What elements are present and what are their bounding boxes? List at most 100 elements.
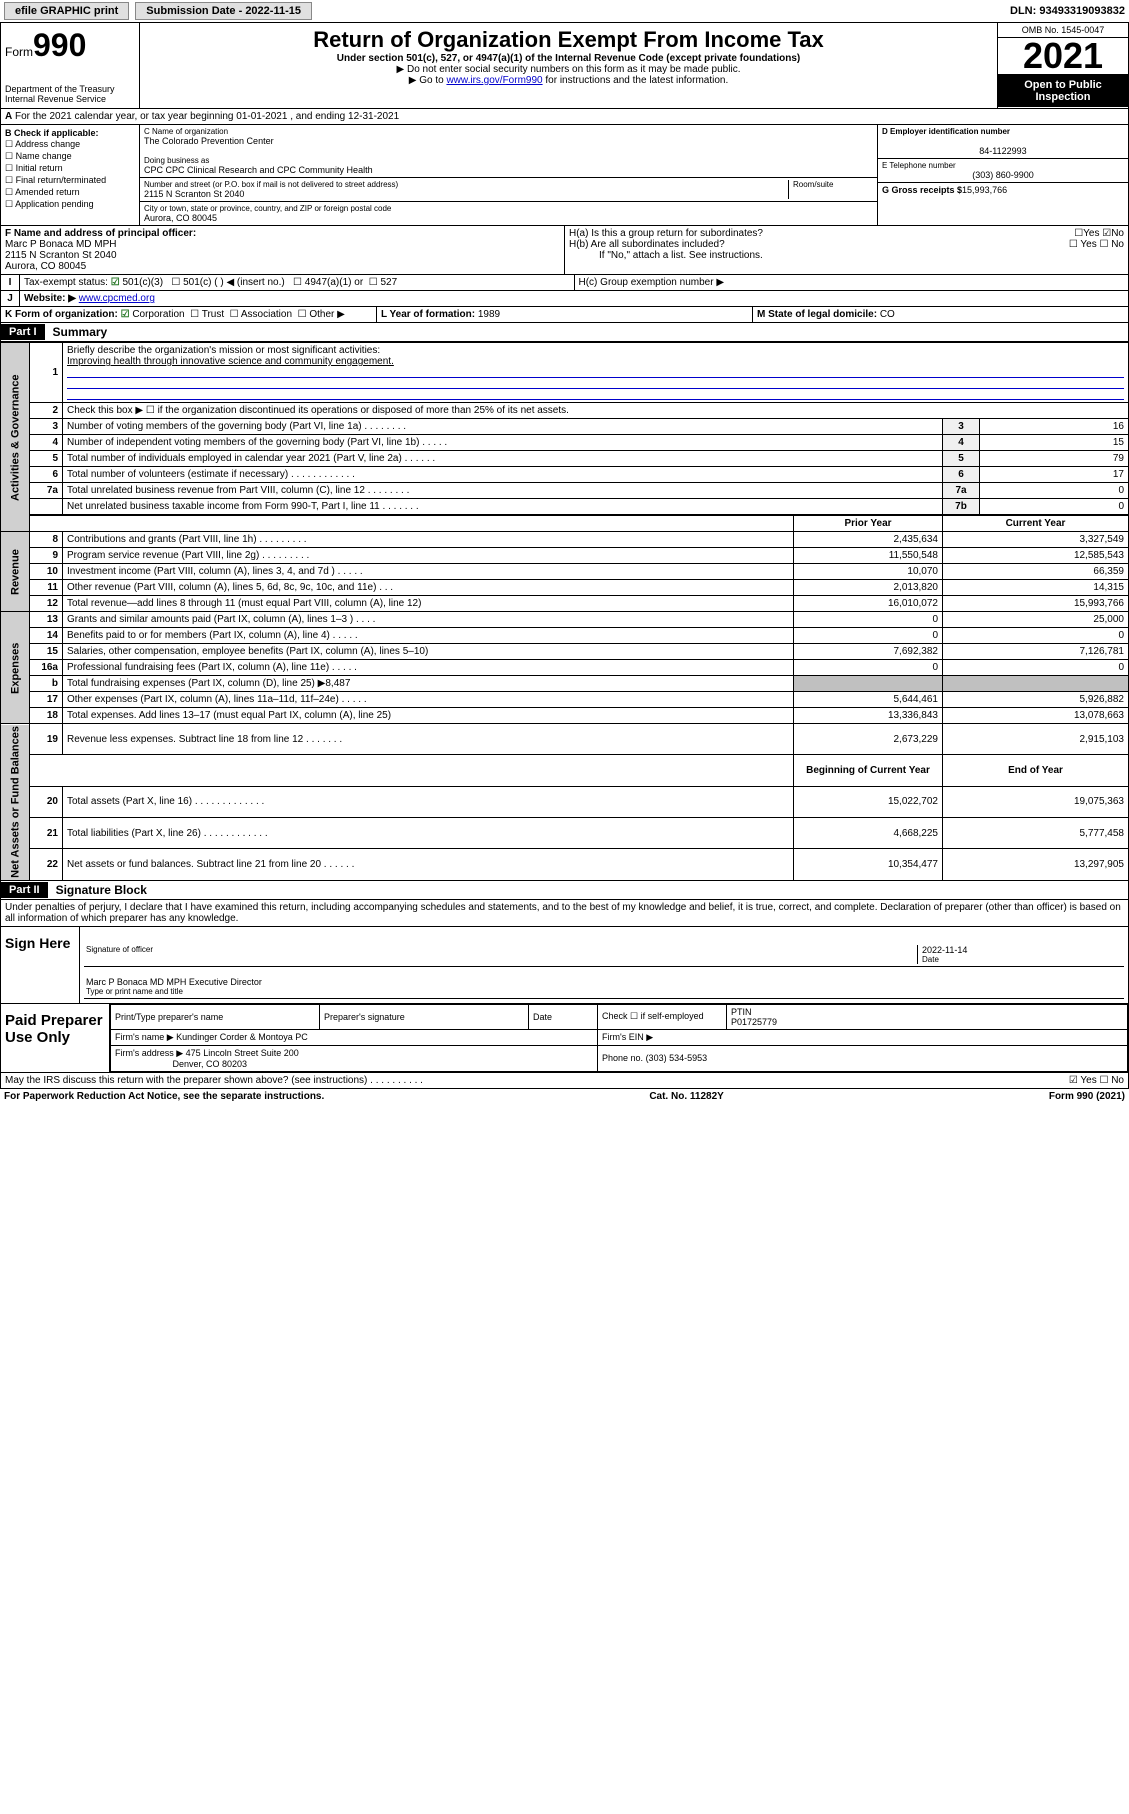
irs-label: Internal Revenue Service bbox=[5, 94, 135, 104]
sign-block: Sign Here Signature of officer 2022-11-1… bbox=[0, 927, 1129, 1004]
check-address[interactable]: ☐ Address change bbox=[5, 139, 135, 150]
header-right: OMB No. 1545-0047 2021 Open to Public In… bbox=[997, 23, 1128, 108]
dept-label: Department of the Treasury bbox=[5, 84, 135, 94]
m-val: CO bbox=[880, 309, 895, 320]
hdr-prior: Prior Year bbox=[794, 515, 943, 532]
note-1: ▶ Do not enter social security numbers o… bbox=[144, 64, 993, 75]
form-subtitle: Under section 501(c), 527, or 4947(a)(1)… bbox=[144, 53, 993, 64]
page-footer: For Paperwork Reduction Act Notice, see … bbox=[0, 1089, 1129, 1104]
row-fh: F Name and address of principal officer:… bbox=[0, 226, 1129, 275]
form-prefix: Form bbox=[5, 45, 33, 59]
phone-label: Phone no. bbox=[602, 1053, 643, 1063]
summary-row: 11Other revenue (Part VIII, column (A), … bbox=[1, 580, 1129, 596]
addr-label: Number and street (or P.O. box if mail i… bbox=[144, 180, 788, 189]
discuss-ans[interactable]: ☑ Yes ☐ No bbox=[1069, 1075, 1124, 1086]
entity-info: B Check if applicable: ☐ Address change … bbox=[0, 125, 1129, 226]
tab-netassets: Net Assets or Fund Balances bbox=[1, 724, 30, 881]
k-label: K Form of organization: bbox=[5, 309, 118, 320]
col-b: B Check if applicable: ☐ Address change … bbox=[1, 125, 140, 225]
dba-label: Doing business as bbox=[144, 156, 873, 165]
hdr-current: Current Year bbox=[943, 515, 1129, 532]
hb-answer[interactable]: ☐ Yes ☐ No bbox=[1069, 239, 1124, 250]
k-other: Other ▶ bbox=[309, 309, 344, 320]
gross: 15,993,766 bbox=[962, 185, 1007, 195]
tab-governance: Activities & Governance bbox=[1, 343, 30, 532]
summary-row: 20Total assets (Part X, line 16) . . . .… bbox=[1, 786, 1129, 817]
check-name[interactable]: ☐ Name change bbox=[5, 151, 135, 162]
check-pending[interactable]: ☐ Application pending bbox=[5, 199, 135, 210]
footer-left: For Paperwork Reduction Act Notice, see … bbox=[4, 1091, 324, 1102]
l-val: 1989 bbox=[478, 309, 500, 320]
footer-right: Form 990 (2021) bbox=[1049, 1091, 1125, 1102]
preparer-block: Paid Preparer Use Only Print/Type prepar… bbox=[0, 1004, 1129, 1073]
row-i: I Tax-exempt status: ☑ 501(c)(3) ☐ 501(c… bbox=[0, 275, 1129, 291]
firm-name: Kundinger Corder & Montoya PC bbox=[176, 1032, 308, 1042]
tax-status-label: Tax-exempt status: bbox=[24, 277, 108, 288]
firm-addr2: Denver, CO 80203 bbox=[173, 1059, 248, 1069]
check-final[interactable]: ☐ Final return/terminated bbox=[5, 175, 135, 186]
header-left: Form990 Department of the Treasury Inter… bbox=[1, 23, 140, 108]
ein-label: D Employer identification number bbox=[882, 127, 1124, 136]
tel: (303) 860-9900 bbox=[882, 170, 1124, 180]
irs-link[interactable]: www.irs.gov/Form990 bbox=[446, 75, 542, 86]
sig-date: 2022-11-14 bbox=[922, 945, 1122, 955]
col-c: C Name of organization The Colorado Prev… bbox=[140, 125, 878, 225]
tab-revenue: Revenue bbox=[1, 532, 30, 612]
note-2-pre: ▶ Go to bbox=[409, 75, 447, 86]
hb-label: H(b) Are all subordinates included? bbox=[569, 239, 1069, 250]
tel-label: E Telephone number bbox=[882, 161, 1124, 170]
org-name: The Colorado Prevention Center bbox=[144, 136, 873, 146]
check-amended[interactable]: ☐ Amended return bbox=[5, 187, 135, 198]
date-label: Date bbox=[922, 955, 1122, 964]
website-label: Website: ▶ bbox=[24, 293, 76, 304]
hb-note: If "No," attach a list. See instructions… bbox=[569, 250, 1124, 261]
part2-title: Signature Block bbox=[48, 881, 155, 899]
prep-c3: Date bbox=[529, 1004, 598, 1029]
summary-row: 22Net assets or fund balances. Subtract … bbox=[1, 849, 1129, 880]
summary-row: 3Number of voting members of the governi… bbox=[1, 419, 1129, 435]
prep-c2: Preparer's signature bbox=[320, 1004, 529, 1029]
col-d: D Employer identification number 84-1122… bbox=[878, 125, 1128, 225]
q1-ans: Improving health through innovative scie… bbox=[67, 356, 394, 367]
firm-addr: 475 Lincoln Street Suite 200 bbox=[186, 1048, 299, 1058]
discuss-q: May the IRS discuss this return with the… bbox=[5, 1075, 1069, 1086]
opt-501c: 501(c) ( ) ◀ (insert no.) bbox=[183, 277, 285, 288]
city-label: City or town, state or province, country… bbox=[144, 204, 873, 213]
summary-row: 18Total expenses. Add lines 13–17 (must … bbox=[1, 708, 1129, 724]
form-number: 990 bbox=[33, 27, 86, 63]
row-a-text: For the 2021 calendar year, or tax year … bbox=[15, 111, 399, 122]
firm-label: Firm's name ▶ bbox=[115, 1032, 174, 1042]
sign-here: Sign Here bbox=[1, 927, 80, 1003]
row-j: J Website: ▶ www.cpcmed.org bbox=[0, 291, 1129, 307]
efile-button[interactable]: efile GRAPHIC print bbox=[4, 2, 129, 20]
summary-row: 12Total revenue—add lines 8 through 11 (… bbox=[1, 596, 1129, 612]
room-label: Room/suite bbox=[788, 180, 873, 199]
summary-row: 15Salaries, other compensation, employee… bbox=[1, 644, 1129, 660]
discuss-row: May the IRS discuss this return with the… bbox=[0, 1073, 1129, 1089]
summary-row: 14Benefits paid to or for members (Part … bbox=[1, 628, 1129, 644]
opt-4947: 4947(a)(1) or bbox=[305, 277, 363, 288]
form-title: Return of Organization Exempt From Incom… bbox=[144, 27, 993, 53]
summary-row: 21Total liabilities (Part X, line 26) . … bbox=[1, 818, 1129, 849]
prep-c1: Print/Type preparer's name bbox=[111, 1004, 320, 1029]
ptin: P01725779 bbox=[731, 1017, 777, 1027]
opt-527: 527 bbox=[380, 277, 397, 288]
summary-row: 5Total number of individuals employed in… bbox=[1, 451, 1129, 467]
footer-mid: Cat. No. 11282Y bbox=[649, 1091, 723, 1102]
declaration: Under penalties of perjury, I declare th… bbox=[0, 900, 1129, 927]
summary-row: 4Number of independent voting members of… bbox=[1, 435, 1129, 451]
website-link[interactable]: www.cpcmed.org bbox=[79, 293, 155, 304]
dba: CPC CPC Clinical Research and CPC Commun… bbox=[144, 165, 873, 175]
gross-label: G Gross receipts $ bbox=[882, 185, 962, 195]
col-b-header: B Check if applicable: bbox=[5, 128, 135, 138]
summary-row: 10Investment income (Part VIII, column (… bbox=[1, 564, 1129, 580]
check-initial[interactable]: ☐ Initial return bbox=[5, 163, 135, 174]
header-mid: Return of Organization Exempt From Incom… bbox=[140, 23, 997, 108]
name-label: Type or print name and title bbox=[86, 987, 262, 996]
part1-bar: Part I Summary bbox=[0, 323, 1129, 342]
addr: 2115 N Scranton St 2040 bbox=[144, 189, 788, 199]
sig-label: Signature of officer bbox=[86, 945, 917, 954]
prep-c4: Check ☐ if self-employed bbox=[598, 1004, 727, 1029]
note-2-post: for instructions and the latest informat… bbox=[543, 75, 729, 86]
ha-answer[interactable]: ☐Yes ☑No bbox=[1074, 228, 1124, 239]
